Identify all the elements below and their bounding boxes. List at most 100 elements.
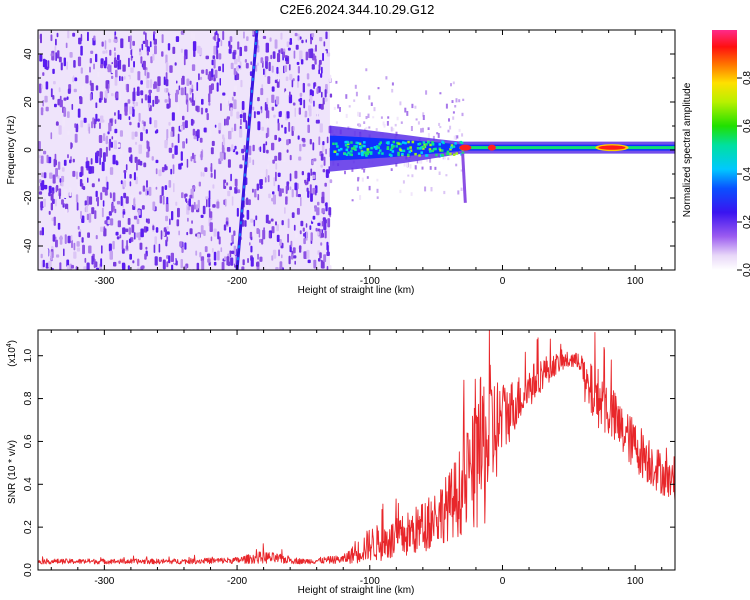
noise-cell	[280, 32, 283, 40]
noise-cell	[230, 242, 233, 246]
noise-cell	[437, 133, 440, 138]
noise-cell	[108, 122, 112, 132]
noise-cell	[166, 236, 169, 242]
noise-cell	[269, 37, 272, 42]
noise-cell	[60, 62, 63, 71]
noise-cell	[191, 220, 193, 224]
noise-cell	[410, 126, 413, 131]
noise-cell	[293, 50, 296, 59]
noise-cell	[146, 226, 149, 232]
noise-cell	[451, 100, 454, 103]
noise-cell	[124, 106, 128, 116]
noise-cell	[155, 227, 159, 233]
band-speckle	[460, 141, 464, 144]
noise-cell	[211, 68, 214, 78]
noise-cell	[108, 141, 111, 151]
band-center	[462, 146, 675, 150]
noise-cell	[216, 40, 220, 48]
noise-cell	[138, 112, 141, 122]
noise-cell	[278, 188, 282, 197]
noise-cell	[411, 103, 414, 109]
band-speckle	[392, 140, 395, 144]
spectrogram-xlabel: Height of straight line (km)	[298, 285, 415, 296]
noise-cell	[45, 262, 49, 269]
noise-cell	[202, 205, 206, 215]
noise-cell	[154, 236, 157, 245]
noise-cell	[43, 172, 47, 179]
noise-cell	[377, 87, 380, 90]
noise-cell	[80, 45, 83, 56]
noise-cell	[277, 172, 281, 177]
noise-cell	[65, 42, 68, 49]
noise-cell	[61, 199, 64, 205]
band-speckle	[389, 148, 393, 151]
noise-cell	[67, 130, 70, 136]
y-tick-label: -20	[23, 190, 34, 205]
noise-cell	[187, 217, 189, 222]
noise-cell	[319, 37, 323, 42]
noise-cell	[184, 242, 187, 250]
noise-cell	[439, 126, 442, 129]
noise-cell	[402, 180, 405, 184]
noise-cell	[311, 90, 314, 97]
noise-cell	[376, 196, 379, 199]
noise-cell	[213, 251, 217, 261]
band-speckle	[375, 147, 378, 150]
noise-cell	[326, 266, 329, 270]
band-speckle	[421, 145, 424, 149]
noise-cell	[104, 97, 107, 103]
noise-cell	[382, 121, 385, 126]
noise-cell	[135, 141, 138, 145]
noise-cell	[121, 76, 124, 82]
noise-cell	[348, 105, 351, 108]
band-speckle	[418, 154, 421, 157]
noise-cell	[95, 102, 98, 109]
noise-cell	[236, 73, 240, 80]
noise-cell	[101, 245, 103, 254]
noise-cell	[99, 148, 103, 158]
noise-cell	[137, 86, 140, 95]
noise-cell	[226, 182, 229, 186]
noise-cell	[417, 121, 420, 125]
band-speckle	[407, 140, 410, 144]
band-speckle	[345, 153, 349, 156]
noise-cell	[117, 60, 119, 70]
noise-cell	[168, 255, 171, 264]
noise-cell	[244, 220, 247, 227]
noise-cell	[113, 261, 117, 267]
noise-cell	[127, 265, 130, 270]
noise-cell	[274, 134, 277, 141]
x-tick-label: 0	[500, 576, 506, 587]
band-speckle	[446, 152, 450, 156]
noise-cell	[205, 108, 208, 113]
noise-cell	[223, 179, 227, 189]
noise-cell	[51, 217, 54, 222]
noise-cell	[62, 117, 65, 127]
noise-cell	[142, 185, 146, 192]
noise-cell	[132, 40, 135, 46]
band-speckle	[406, 147, 410, 150]
noise-cell	[64, 234, 67, 244]
noise-cell	[155, 159, 159, 164]
noise-cell	[88, 35, 92, 45]
noise-cell	[70, 142, 72, 150]
noise-cell	[345, 94, 348, 99]
noise-cell	[210, 172, 213, 178]
noise-cell	[237, 189, 241, 194]
noise-cell	[177, 133, 180, 144]
noise-cell	[214, 169, 216, 179]
noise-cell	[305, 39, 307, 43]
y-tick-label: 0	[23, 147, 34, 153]
noise-cell	[223, 152, 226, 160]
noise-cell	[87, 177, 89, 183]
noise-cell	[170, 252, 174, 262]
noise-cell	[136, 232, 139, 238]
noise-cell	[291, 253, 293, 260]
noise-cell	[311, 64, 315, 70]
snr-series-line	[38, 330, 675, 565]
noise-cell	[218, 53, 222, 60]
noise-cell	[147, 190, 149, 195]
noise-cell	[148, 186, 152, 196]
noise-cell	[161, 34, 164, 44]
noise-cell	[448, 118, 450, 122]
